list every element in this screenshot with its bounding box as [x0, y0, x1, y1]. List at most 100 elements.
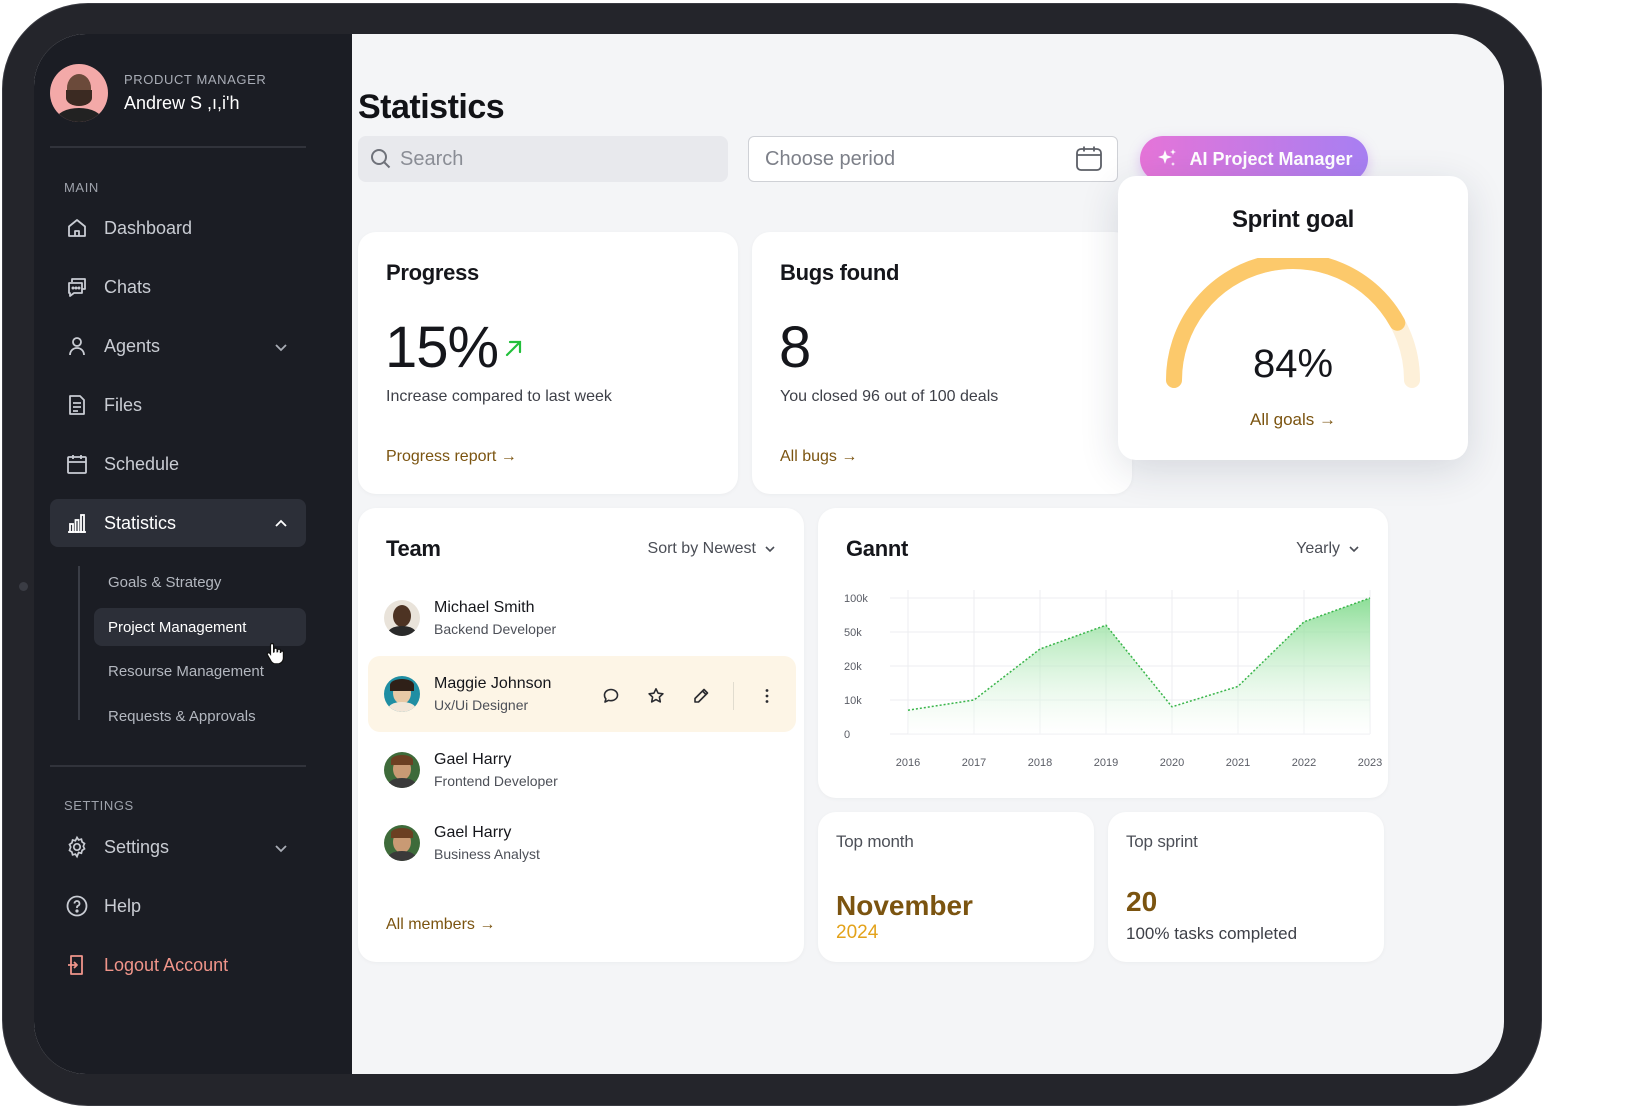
bugs-card: Bugs found 8 You closed 96 out of 100 de… [752, 232, 1132, 494]
sidebar-item-label: Logout Account [104, 954, 229, 975]
gannt-card: Gannt Yearly 100k 50k 20k 10k 0 2016 2017 2018 2… [818, 508, 1388, 798]
area-chart: 100k 50k 20k 10k 0 2016 2017 2018 2019 2020 2021 20… [844, 590, 1382, 769]
user-icon [64, 333, 90, 359]
member-name: Maggie Johnson [434, 675, 552, 692]
all-goals-link[interactable]: All goals → [1118, 410, 1468, 430]
camera-dot [19, 582, 28, 591]
section-label-settings: SETTINGS [64, 798, 134, 813]
x-tick-label: 2016 [896, 757, 920, 769]
x-tick-label: 2018 [1028, 757, 1052, 769]
sidebar-item-files[interactable]: Files [50, 381, 306, 429]
sparkle-icon [1155, 147, 1179, 171]
y-tick-label: 100k [844, 593, 868, 605]
sidebar-item-schedule[interactable]: Schedule [50, 440, 306, 488]
y-tick-label: 20k [844, 661, 862, 673]
sidebar-item-label: Files [104, 394, 143, 415]
sidebar-item-logout[interactable]: Logout Account [50, 941, 306, 989]
team-card: Team Sort by Newest Michael Smith Backen… [358, 508, 804, 962]
divider [50, 765, 306, 767]
sidebar-item-dashboard[interactable]: Dashboard [50, 204, 306, 252]
hand-cursor-icon [266, 642, 284, 670]
link-label: All bugs [780, 448, 837, 465]
sprint-value: 84% [1252, 342, 1334, 386]
sidebar-item-help[interactable]: Help [50, 882, 306, 930]
avatar [384, 752, 420, 788]
search-icon [370, 148, 392, 170]
member-role: Backend Developer [434, 621, 557, 637]
screen: PRODUCT MANAGER Andrew S ,ı,i'h MAIN Das… [34, 34, 1504, 1074]
card-title: Progress [386, 260, 479, 285]
range-dropdown[interactable]: Yearly [1296, 540, 1360, 558]
team-member-row[interactable]: Gael Harry Frontend Developer [368, 732, 796, 808]
series-line [907, 597, 1371, 711]
more-vertical-icon[interactable] [744, 684, 789, 708]
star-icon[interactable] [633, 684, 678, 708]
x-tick-label: 2022 [1292, 757, 1316, 769]
top-month-value: November [836, 890, 973, 921]
search-input[interactable]: Search [358, 136, 728, 182]
chevron-down-icon[interactable] [274, 839, 288, 860]
sprint-goal-card: Sprint goal 84% All goals → [1118, 176, 1468, 460]
member-name: Gael Harry [434, 824, 512, 841]
chevron-up-icon[interactable] [274, 515, 288, 536]
period-placeholder: Choose period [765, 147, 896, 170]
main: Statistics Search Choose period AI Proje… [358, 34, 1504, 1074]
sidebar-subitem-requests[interactable]: Requests & Approvals [108, 707, 256, 725]
ai-project-manager-button[interactable]: AI Project Manager [1140, 136, 1368, 182]
top-sprint-subtitle: 100% tasks completed [1126, 924, 1298, 943]
chevron-down-icon [1348, 543, 1360, 555]
all-members-link[interactable]: All members → [386, 916, 495, 934]
bar-chart-icon [64, 510, 90, 536]
avatar [384, 676, 420, 712]
sidebar-subitem-project-management[interactable]: Project Management [94, 608, 306, 646]
chevron-down-icon [764, 543, 776, 555]
chevron-down-icon[interactable] [274, 338, 288, 359]
divider [50, 146, 306, 148]
period-picker[interactable]: Choose period [748, 136, 1118, 182]
sidebar-subitem-goals[interactable]: Goals & Strategy [108, 573, 222, 591]
profile-role: PRODUCT MANAGER [124, 72, 267, 87]
sidebar-item-label: Agents [104, 335, 161, 356]
x-tick-label: 2023 [1358, 757, 1382, 769]
message-icon[interactable] [588, 684, 633, 708]
y-tick-label: 0 [844, 729, 850, 741]
top-month-card: Top month November 2024 [818, 812, 1094, 962]
calendar-icon[interactable] [1075, 145, 1103, 179]
all-bugs-link[interactable]: All bugs → [780, 448, 857, 466]
sort-dropdown[interactable]: Sort by Newest [648, 540, 776, 558]
sidebar-item-agents[interactable]: Agents [50, 322, 306, 370]
gauge [1166, 258, 1420, 388]
search-placeholder: Search [400, 147, 464, 170]
team-member-row[interactable]: Maggie Johnson Ux/Ui Designer [368, 656, 796, 732]
team-member-row[interactable]: Gael Harry Business Analyst [368, 805, 796, 881]
member-role: Business Analyst [434, 846, 540, 862]
edit-icon[interactable] [678, 684, 723, 708]
progress-report-link[interactable]: Progress report → [386, 448, 517, 466]
sidebar-item-label: Settings [104, 836, 170, 857]
trend-up-icon [502, 336, 526, 365]
range-label: Yearly [1296, 540, 1340, 557]
sidebar-subitem-resource-management[interactable]: Resourse Management [108, 662, 264, 680]
team-member-row[interactable]: Michael Smith Backend Developer [368, 580, 796, 656]
sidebar-item-chats[interactable]: Chats [50, 263, 306, 311]
arrow-right-icon: → [500, 448, 517, 465]
sidebar-item-statistics[interactable]: Statistics [50, 499, 306, 547]
avatar [384, 825, 420, 861]
sidebar-item-label: Dashboard [104, 217, 193, 238]
card-title: Gannt [846, 536, 909, 561]
member-name: Gael Harry [434, 751, 512, 768]
x-tick-label: 2017 [962, 757, 986, 769]
gear-icon [64, 834, 90, 860]
x-tick-label: 2019 [1094, 757, 1118, 769]
card-title: Sprint goal [1231, 206, 1355, 233]
progress-value: 15% [385, 315, 499, 380]
profile[interactable]: PRODUCT MANAGER Andrew S ,ı,i'h [50, 64, 266, 122]
link-label: Progress report [386, 448, 497, 465]
progress-card: Progress 15% Increase compared to last w… [358, 232, 738, 494]
sidebar-item-label: Statistics [104, 512, 177, 533]
arrow-right-icon: → [841, 448, 858, 465]
bugs-subtitle: You closed 96 out of 100 deals [780, 388, 999, 405]
help-icon [64, 893, 90, 919]
sidebar-item-settings[interactable]: Settings [50, 823, 306, 871]
sidebar: PRODUCT MANAGER Andrew S ,ı,i'h MAIN Das… [34, 34, 352, 1074]
